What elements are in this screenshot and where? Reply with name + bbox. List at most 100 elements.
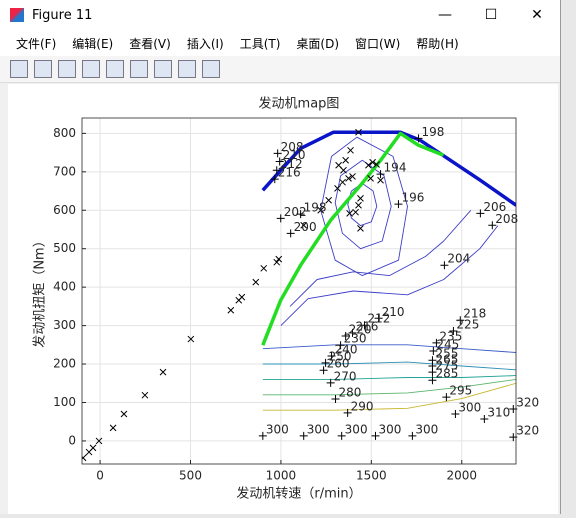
point-marker [341,331,350,340]
contour-line [347,182,378,227]
point-label: 320 [516,396,539,410]
maximize[interactable]: ☐ [484,7,498,23]
scatter-marker [89,444,97,452]
scatter-marker [357,194,364,202]
scatter-marker [345,175,352,182]
axes-box [81,117,517,465]
title-bar: Figure 11 — ☐ ✕ [0,0,560,30]
scatter-marker [252,278,260,286]
point-label: 216 [278,166,301,180]
scatter-marker [187,335,195,343]
y-tick-label: 600 [53,203,76,217]
tool-save[interactable] [58,60,76,78]
scatter-marker [347,146,354,154]
point-marker [272,166,281,175]
point-marker [449,326,458,335]
point-marker [348,328,357,337]
point-label: 280 [339,386,362,400]
point-marker [319,366,328,375]
point-marker [476,209,485,218]
contour-line [262,344,516,353]
point-marker [258,431,267,440]
point-label: 204 [447,252,470,266]
contour-line [262,378,516,396]
menu-item[interactable]: 帮助(H) [416,36,459,51]
point-label: 196 [401,191,424,205]
point-label: 210 [283,148,306,162]
point-marker [414,134,423,143]
point-label: 218 [463,307,486,321]
scatter-marker [349,173,356,180]
scatter-marker [82,454,87,462]
point-label: 206 [483,200,506,214]
point-label: 225 [456,317,479,331]
menu-item[interactable]: 工具(T) [239,36,281,51]
menu-item[interactable]: 文件(F) [16,36,57,51]
menu-bar: 文件(F) 编辑(E) 查看(V) 插入(I) 工具(T) 桌面(D) 窗口(W) 帮助(H) [0,30,560,56]
toolbar [0,56,560,83]
point-label: 250 [329,349,352,363]
point-marker [275,157,284,166]
scatter-marker [95,437,103,445]
tool-pointer[interactable] [178,60,196,78]
y-tick-label: 700 [53,164,76,178]
scatter-marker [273,258,281,266]
menu-item[interactable]: 桌面(D) [296,36,340,51]
menu-item[interactable]: 查看(V) [129,36,171,51]
point-marker [456,316,465,325]
app-icon [10,8,24,22]
y-tick-label: 800 [53,126,76,140]
menu-item[interactable]: 插入(I) [186,36,224,51]
y-tick-label: 100 [53,395,76,409]
point-label: 265 [435,352,458,366]
contour-line [262,382,516,411]
point-label: 290 [351,399,374,413]
tool-new[interactable] [10,60,28,78]
point-marker [270,175,279,184]
minimize[interactable]: — [438,7,452,23]
point-label: 260 [327,357,350,371]
tool-inspector[interactable] [202,60,220,78]
plot-content [82,128,516,462]
y-tick-label: 500 [53,241,76,255]
scatter-marker [367,175,374,182]
menu-item[interactable]: 编辑(E) [72,36,114,51]
tool-colorbar[interactable] [130,60,148,78]
point-marker [321,358,330,367]
point-label: 235 [439,329,462,343]
point-marker [442,393,451,402]
tool-open[interactable] [34,60,52,78]
point-marker [331,395,340,404]
point-marker [428,376,437,385]
point-marker [374,314,383,323]
point-marker [336,341,345,350]
window: Figure 11 — ☐ ✕ 文件(F) 编辑(E) 查看(V) 插入(I) 工具(T) 桌… [0,0,561,514]
figure: 发动机map图 发动机转速（r/min） 发动机扭矩（Nm） 0 500 1000 1… [8,84,558,514]
scatter-marker [369,158,376,166]
x-tick-label: 500 [179,469,202,483]
contour-line [262,375,516,380]
chart: 发动机map图 发动机转速（r/min） 发动机扭矩（Nm） 0 500 1000 1… [32,96,540,502]
scatter-marker [300,221,308,229]
tool-print[interactable] [82,60,100,78]
scatter-marker [342,156,350,164]
curve [261,131,445,346]
y-tick-label: 300 [53,318,76,332]
point-label: 270 [334,369,357,383]
contour-line [280,225,499,326]
x-tick-label: 0 [96,469,104,483]
point-label: 200 [294,220,317,234]
menu-item[interactable]: 窗口(W) [355,36,401,51]
tool-link[interactable] [106,60,124,78]
point-label: 210 [382,305,405,319]
scatter-marker [339,178,346,186]
point-marker [299,431,308,440]
x-axis-label: 发动机转速（r/min） [236,486,361,502]
scatter-marker [317,206,325,214]
chart-title: 发动机map图 [259,96,340,112]
contour-line [289,210,472,307]
close[interactable]: ✕ [531,7,543,23]
scatter-marker [352,208,359,216]
tool-legend[interactable] [154,60,172,78]
